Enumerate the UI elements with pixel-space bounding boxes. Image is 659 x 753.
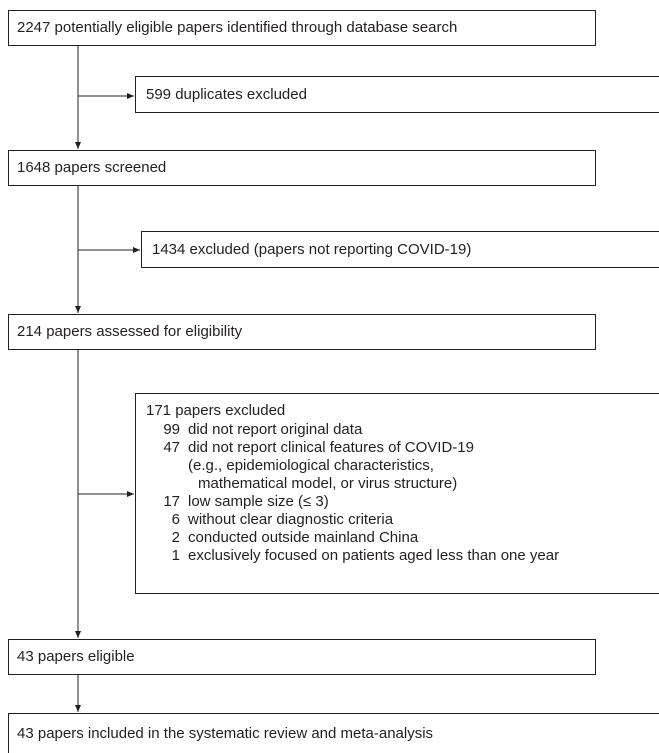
- eligible-text: 43 papers eligible: [17, 648, 135, 665]
- list-item-text: without clear diagnostic criteria: [188, 511, 394, 528]
- duplicates-text: 599 duplicates excluded: [146, 85, 307, 103]
- assessed-text: 214 papers assessed for eligibility: [17, 323, 243, 340]
- excluded-covid-text: 1434 excluded (papers not reporting COVI…: [152, 240, 472, 258]
- identified-text: 2247 potentially eligible papers identif…: [17, 19, 458, 36]
- included-box: 43 papers included in the systematic rev…: [8, 713, 659, 753]
- excluded-covid-box: 1434 excluded (papers not reporting COVI…: [141, 231, 659, 268]
- list-item: 47 did not report clinical features of C…: [146, 439, 659, 457]
- list-item-count: 47: [163, 439, 180, 456]
- excluded-detail-box: 171 papers excluded 99 did not report or…: [135, 393, 659, 594]
- assessed-box: 214 papers assessed for eligibility: [8, 314, 596, 350]
- list-item-count: 1: [171, 547, 180, 564]
- list-item-text: did not report original data: [188, 421, 363, 438]
- identified-box: 2247 potentially eligible papers identif…: [8, 10, 596, 46]
- list-item-count: 6: [171, 511, 180, 528]
- list-item-continuation: mathematical model, or virus structure): [198, 475, 458, 492]
- included-text: 43 papers included in the systematic rev…: [17, 724, 434, 742]
- excluded-detail-title: 171 papers excluded: [146, 402, 286, 419]
- eligible-box: 43 papers eligible: [8, 639, 596, 675]
- screened-box: 1648 papers screened: [8, 150, 596, 186]
- list-item-text: exclusively focused on patients aged les…: [188, 547, 560, 564]
- list-item: 99 did not report original data: [146, 421, 659, 439]
- list-item-continuation: (e.g., epidemiological characteristics,: [188, 457, 434, 474]
- list-item: 17 low sample size (≤ 3): [146, 493, 659, 511]
- list-item-text: conducted outside mainland China: [188, 529, 419, 546]
- list-item: 2 conducted outside mainland China: [146, 529, 659, 547]
- screened-text: 1648 papers screened: [17, 159, 167, 176]
- list-item: 1 exclusively focused on patients aged l…: [146, 547, 659, 565]
- duplicates-box: 599 duplicates excluded: [135, 76, 659, 113]
- list-item: 6 without clear diagnostic criteria: [146, 511, 659, 529]
- list-item-count: 17: [163, 493, 180, 510]
- list-item-count: 99: [163, 421, 180, 438]
- list-item-text: low sample size (≤ 3): [188, 493, 329, 510]
- list-item-text: did not report clinical features of COVI…: [188, 439, 474, 456]
- list-item-count: 2: [171, 529, 180, 546]
